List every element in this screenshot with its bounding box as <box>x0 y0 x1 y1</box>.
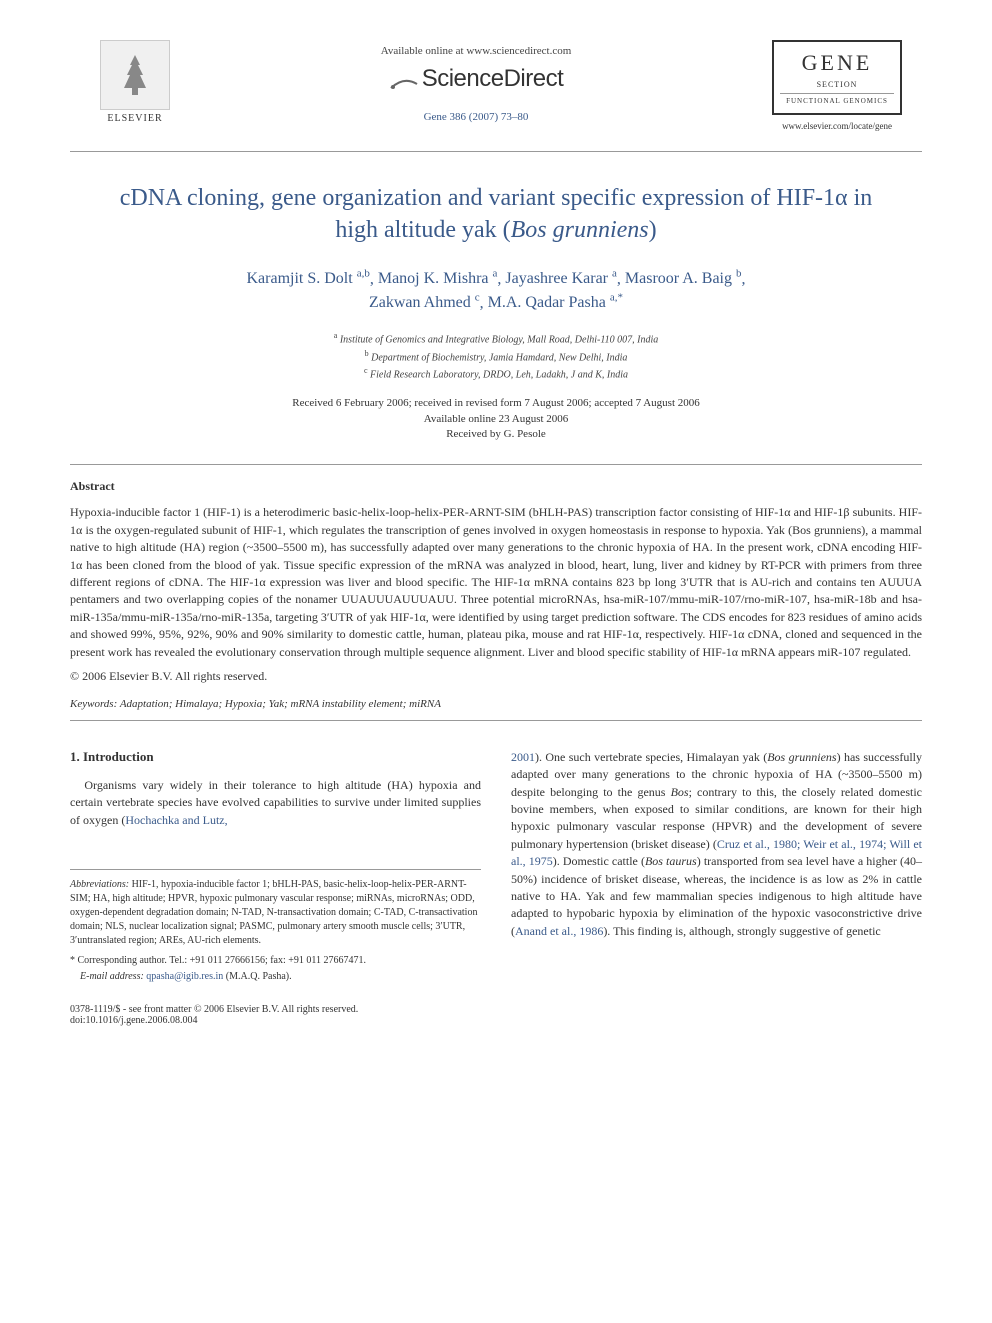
corresponding-author: * Corresponding author. Tel.: +91 011 27… <box>70 954 481 968</box>
dates-editor: Received by G. Pesole <box>70 427 922 442</box>
intro-heading: 1. Introduction <box>70 749 481 765</box>
article-title: cDNA cloning, gene organization and vari… <box>70 182 922 247</box>
abstract-top-rule <box>70 464 922 465</box>
abstract-heading: Abstract <box>70 479 922 494</box>
abstract-bottom-rule <box>70 720 922 721</box>
front-matter-line: 0378-1119/$ - see front matter © 2006 El… <box>70 1004 358 1015</box>
intro-paragraph-cont: 2001). One such vertebrate species, Hima… <box>511 749 922 940</box>
affiliations: a Institute of Genomics and Integrative … <box>70 330 922 382</box>
available-online-text: Available online at www.sciencedirect.co… <box>180 45 772 57</box>
footnotes: Abbreviations: HIF-1, hypoxia-inducible … <box>70 869 481 984</box>
citation-link[interactable]: Hochachka and Lutz, <box>125 813 227 827</box>
affiliation: a Institute of Genomics and Integrative … <box>70 330 922 347</box>
sciencedirect-logo: ScienceDirect <box>180 65 772 93</box>
copyright-line: © 2006 Elsevier B.V. All rights reserved… <box>70 669 922 684</box>
author: Jayashree Karar a <box>505 270 617 287</box>
elsevier-tree-icon <box>100 40 170 110</box>
citation-link[interactable]: Anand et al., 1986 <box>515 924 603 938</box>
header-center: Available online at www.sciencedirect.co… <box>180 40 772 123</box>
title-text-post: ) <box>649 217 657 243</box>
header-rule <box>70 151 922 152</box>
keywords: Keywords: Adaptation; Himalaya; Hypoxia;… <box>70 698 922 710</box>
sciencedirect-text: ScienceDirect <box>422 65 564 92</box>
journal-section: SECTION <box>780 80 894 94</box>
keywords-text: Adaptation; Himalaya; Hypoxia; Yak; mRNA… <box>120 698 441 710</box>
affiliation: b Department of Biochemistry, Jamia Hamd… <box>70 348 922 365</box>
author: Karamjit S. Dolt a,b <box>246 270 369 287</box>
email-line: E-mail address: qpasha@igib.res.in (M.A.… <box>70 970 481 984</box>
journal-header: ELSEVIER Available online at www.science… <box>70 40 922 131</box>
authors-list: Karamjit S. Dolt a,b, Manoj K. Mishra a,… <box>70 267 922 314</box>
journal-box-wrap: GENE SECTION FUNCTIONAL GENOMICS www.els… <box>772 40 902 131</box>
citation-line: Gene 386 (2007) 73–80 <box>180 111 772 123</box>
article-dates: Received 6 February 2006; received in re… <box>70 396 922 442</box>
right-column: 2001). One such vertebrate species, Hima… <box>511 749 922 984</box>
body-columns: 1. Introduction Organisms vary widely in… <box>70 749 922 984</box>
doi-line: doi:10.1016/j.gene.2006.08.004 <box>70 1015 358 1026</box>
elsevier-label: ELSEVIER <box>107 113 162 124</box>
title-text-pre: cDNA cloning, gene organization and vari… <box>120 185 873 243</box>
abbreviations: Abbreviations: HIF-1, hypoxia-inducible … <box>70 878 481 948</box>
footer-left: 0378-1119/$ - see front matter © 2006 El… <box>70 1004 358 1026</box>
journal-subtitle: FUNCTIONAL GENOMICS <box>780 97 894 105</box>
title-species: Bos grunniens <box>511 217 649 243</box>
abstract-body: Hypoxia-inducible factor 1 (HIF-1) is a … <box>70 504 922 661</box>
author: M.A. Qadar Pasha a,* <box>488 294 623 311</box>
dates-online: Available online 23 August 2006 <box>70 412 922 427</box>
journal-url: www.elsevier.com/locate/gene <box>772 121 902 131</box>
intro-paragraph: Organisms vary widely in their tolerance… <box>70 777 481 829</box>
elsevier-logo: ELSEVIER <box>90 40 180 124</box>
author: Zakwan Ahmed c <box>369 294 480 311</box>
sciencedirect-swoosh-icon <box>389 71 419 89</box>
author: Masroor A. Baig b <box>625 270 742 287</box>
citation-link[interactable]: 2001 <box>511 750 535 764</box>
left-column: 1. Introduction Organisms vary widely in… <box>70 749 481 984</box>
page-footer: 0378-1119/$ - see front matter © 2006 El… <box>70 1004 922 1026</box>
author: Manoj K. Mishra a <box>378 270 498 287</box>
affiliation: c Field Research Laboratory, DRDO, Leh, … <box>70 365 922 382</box>
email-link[interactable]: qpasha@igib.res.in <box>144 971 226 982</box>
dates-received: Received 6 February 2006; received in re… <box>70 396 922 411</box>
keywords-label: Keywords: <box>70 698 117 710</box>
journal-title: GENE <box>780 50 894 76</box>
journal-cover-box: GENE SECTION FUNCTIONAL GENOMICS <box>772 40 902 115</box>
